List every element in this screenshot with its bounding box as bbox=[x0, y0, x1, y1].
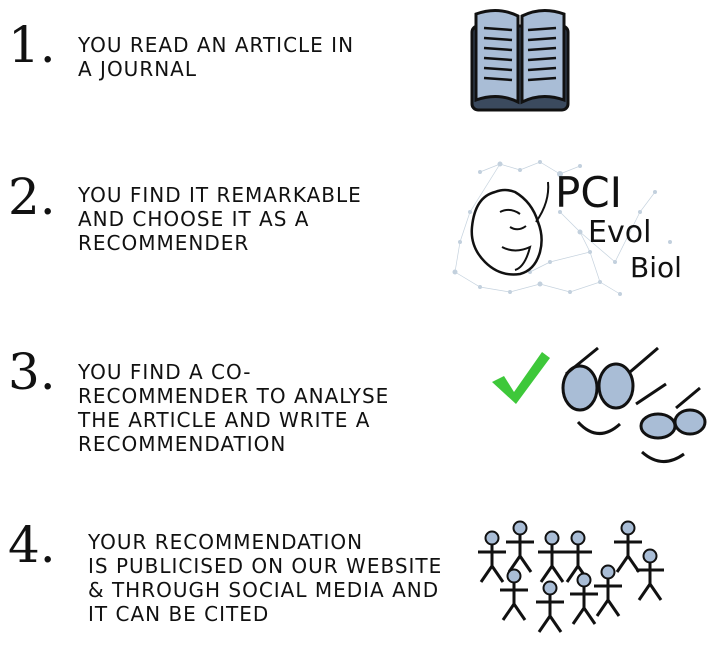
step-1-number: 1. bbox=[8, 16, 56, 74]
step-1-text: YOU READ AN ARTICLE IN A JOURNAL bbox=[78, 33, 355, 81]
logo-line-1: PCI bbox=[555, 168, 622, 217]
step-4-number: 4. bbox=[8, 516, 56, 574]
step-3-number: 3. bbox=[8, 343, 56, 401]
step-4-text: YOUR RECOMMENDATION IS PUBLICISED ON OUR… bbox=[88, 530, 443, 626]
two-faces-glasses-icon bbox=[561, 346, 707, 463]
open-book-icon bbox=[470, 9, 570, 112]
pci-evol-biol-logo: PCI Evol Biol bbox=[452, 160, 682, 296]
crowd-of-people-icon bbox=[476, 520, 666, 634]
step-2-text: YOU FIND IT REMARKABLE AND CHOOSE IT AS … bbox=[78, 183, 362, 255]
logo-line-2: Evol bbox=[588, 215, 651, 250]
logo-line-3: Biol bbox=[630, 251, 682, 284]
checkmark-icon bbox=[492, 352, 550, 404]
step-2-number: 2. bbox=[8, 168, 56, 226]
step-3-text: YOU FIND A CO- RECOMMENDER TO ANALYSE TH… bbox=[78, 360, 390, 456]
